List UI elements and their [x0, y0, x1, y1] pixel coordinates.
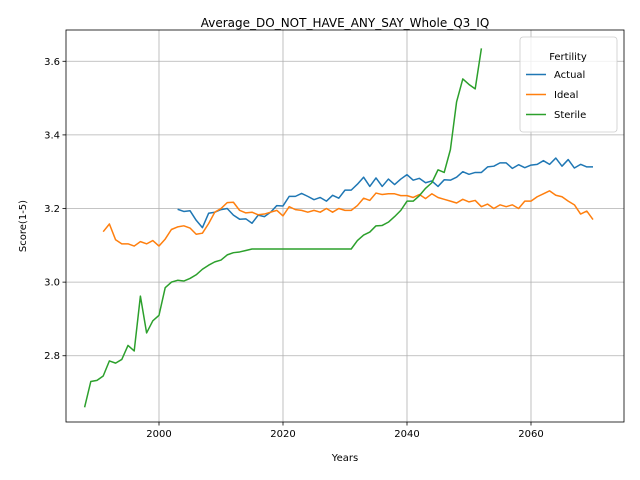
y-axis-label: Score(1-5) — [18, 200, 29, 252]
y-tick-label: 3.2 — [44, 204, 60, 215]
legend-title: Fertility — [549, 52, 587, 63]
x-tick-label: 2040 — [394, 429, 419, 440]
series-lines — [83, 48, 594, 408]
y-tick-label: 3.0 — [44, 278, 60, 289]
legend: Fertility Actual Ideal Sterile — [519, 36, 618, 133]
y-tick-label: 3.6 — [44, 57, 60, 68]
legend-label-sterile: Sterile — [554, 110, 586, 121]
x-tick-label: 2060 — [518, 429, 543, 440]
series-line-actual — [177, 157, 593, 229]
axis-ticks: 2000 2020 2040 2060 2.8 3.0 3.2 3.4 3.6 — [44, 57, 544, 440]
y-tick-label: 2.8 — [44, 351, 60, 362]
chart-title: Average_DO_NOT_HAVE_ANY_SAY_Whole_Q3_IQ — [201, 16, 490, 30]
x-axis-label: Years — [331, 453, 358, 464]
y-tick-label: 3.4 — [44, 130, 60, 141]
legend-label-ideal: Ideal — [554, 90, 578, 101]
legend-label-actual: Actual — [554, 70, 585, 81]
x-tick-label: 2020 — [270, 429, 295, 440]
legend-box — [519, 36, 618, 133]
x-tick-label: 2000 — [146, 429, 171, 440]
series-line-sterile — [83, 48, 483, 408]
series-line-ideal — [102, 190, 594, 247]
plot-frame — [65, 29, 625, 423]
legend-entries: Actual Ideal Sterile — [526, 70, 586, 121]
